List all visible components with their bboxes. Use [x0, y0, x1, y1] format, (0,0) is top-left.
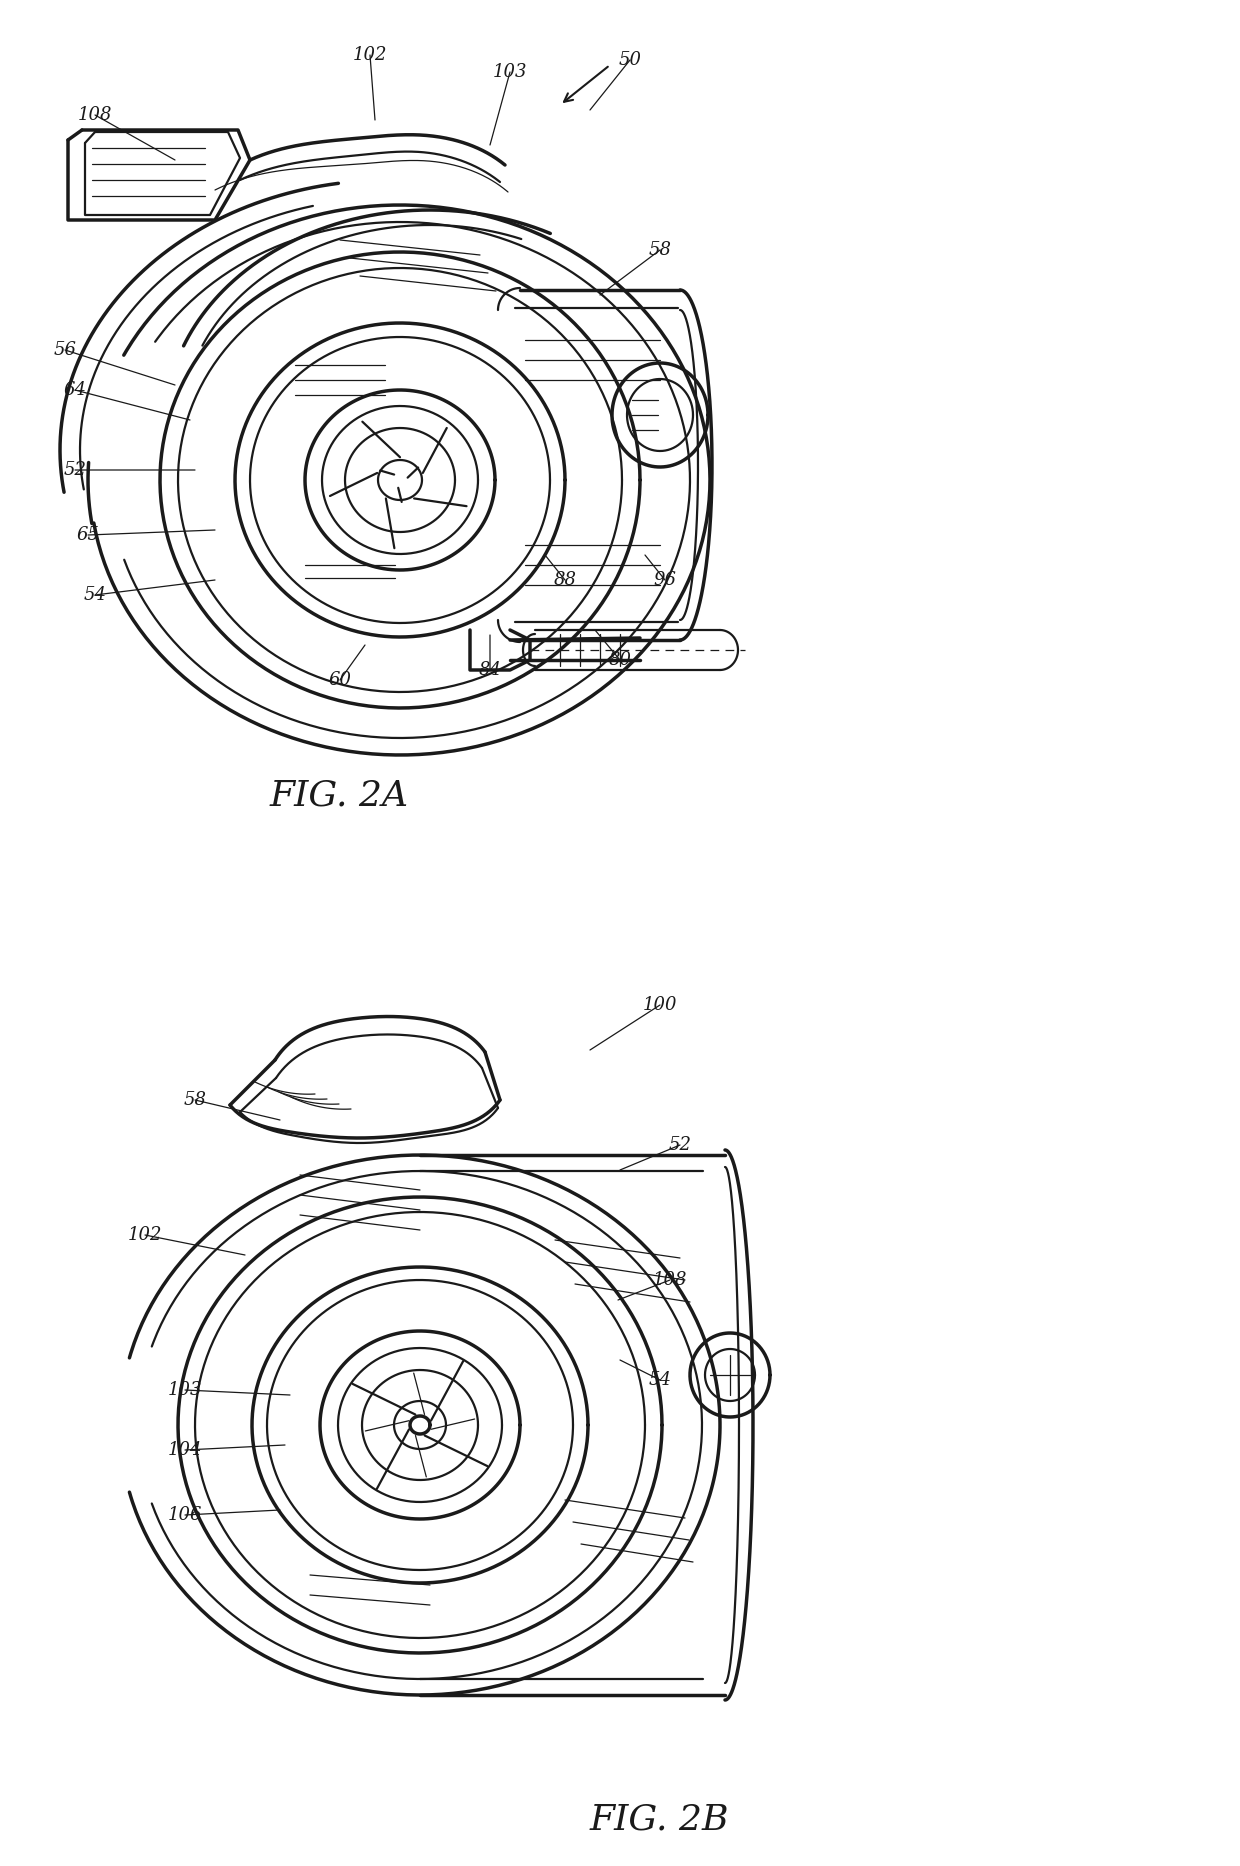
Text: 58: 58	[184, 1092, 207, 1108]
Text: 64: 64	[63, 381, 87, 399]
Text: 103: 103	[167, 1381, 202, 1400]
Text: 56: 56	[53, 341, 77, 358]
Text: 102: 102	[128, 1226, 162, 1245]
Text: 54: 54	[649, 1372, 672, 1388]
Text: 80: 80	[609, 651, 631, 670]
Text: 60: 60	[329, 672, 351, 689]
Text: 106: 106	[167, 1506, 202, 1525]
Text: 108: 108	[652, 1271, 687, 1289]
Text: FIG. 2A: FIG. 2A	[270, 778, 409, 812]
Text: 104: 104	[167, 1441, 202, 1459]
Text: 96: 96	[653, 571, 677, 590]
Text: 54: 54	[83, 586, 107, 605]
Text: 100: 100	[642, 996, 677, 1013]
Text: 84: 84	[479, 661, 501, 679]
Text: 103: 103	[492, 63, 527, 80]
Text: 65: 65	[77, 526, 99, 545]
Text: 52: 52	[63, 461, 87, 480]
Text: 52: 52	[668, 1136, 692, 1153]
Text: FIG. 2B: FIG. 2B	[590, 1803, 729, 1836]
Text: 102: 102	[352, 47, 387, 63]
Text: 108: 108	[78, 106, 113, 123]
Text: 88: 88	[553, 571, 577, 590]
Text: 58: 58	[649, 241, 672, 259]
Text: 50: 50	[619, 50, 641, 69]
